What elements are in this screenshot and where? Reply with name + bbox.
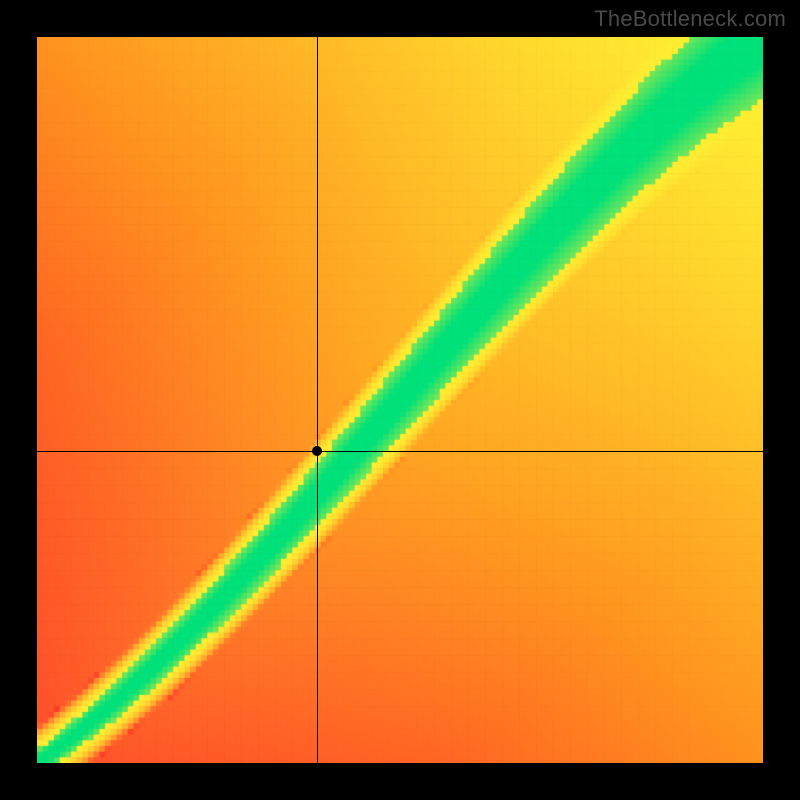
heatmap-plot: [37, 37, 763, 763]
chart-frame: TheBottleneck.com: [0, 0, 800, 800]
watermark-text: TheBottleneck.com: [594, 6, 786, 32]
heatmap-canvas: [37, 37, 763, 763]
